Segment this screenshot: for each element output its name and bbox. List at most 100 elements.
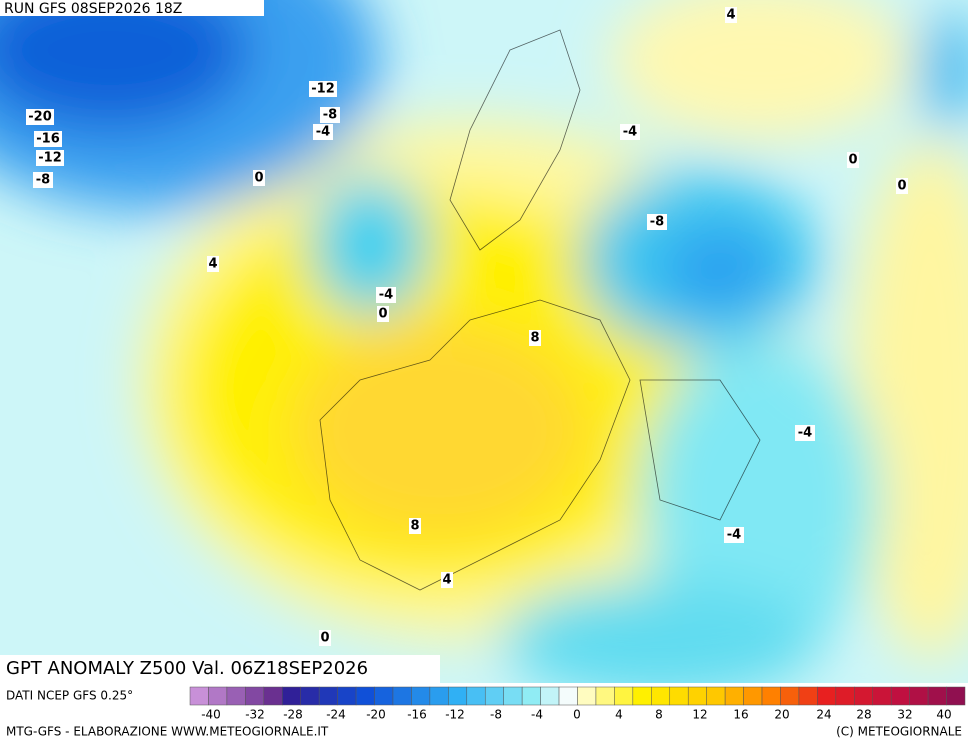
contour-label: 4 (208, 257, 217, 272)
colorbar-label: -12 (445, 708, 465, 722)
colorbar-swatch (577, 686, 597, 706)
colorbar-swatch (411, 686, 431, 706)
colorbar-swatch (300, 686, 320, 706)
colorbar-label: -24 (326, 708, 346, 722)
colorbar-swatch (724, 686, 744, 706)
contour-label: 4 (442, 573, 451, 588)
contour-label-bg (320, 107, 340, 123)
colorbar-swatch (687, 686, 707, 706)
anomaly-field (0, 0, 968, 683)
contour-label-bg (33, 172, 53, 188)
contour-label-bg (26, 109, 54, 125)
colorbar-label: 28 (856, 708, 871, 722)
colorbar-swatch (355, 686, 375, 706)
contour-label-bg (409, 518, 421, 534)
colorbar-swatch (263, 686, 283, 706)
contour-label: 0 (254, 171, 263, 186)
colorbar-swatch (595, 686, 615, 706)
colorbar-swatch (374, 686, 394, 706)
contour-label: -12 (311, 82, 335, 97)
colorbar-swatch (854, 686, 873, 706)
colorbar-label: 0 (573, 708, 581, 722)
contour-label-bg (319, 630, 331, 646)
colorbar-swatch (909, 686, 929, 706)
colorbar-swatch (614, 686, 634, 706)
contour-label: -16 (36, 132, 60, 147)
colorbar-swatch (208, 686, 228, 706)
colorbar-swatch (503, 686, 523, 706)
contour-label-bg (620, 124, 640, 140)
contour-label-bg (253, 170, 265, 186)
contour-label: -4 (798, 426, 812, 441)
contour-label: -20 (28, 110, 52, 125)
contour-label-bg (647, 214, 667, 230)
colorbar-swatch (817, 686, 837, 706)
footer-left: MTG-GFS - ELABORAZIONE WWW.METEOGIORNALE… (6, 725, 329, 739)
contour-label: 0 (378, 307, 387, 322)
colorbar-swatch (651, 686, 671, 706)
contour-label: -4 (727, 528, 741, 543)
colorbar-label: 24 (816, 708, 831, 722)
contour-label-bg (725, 7, 737, 23)
colorbar-swatch (743, 686, 763, 706)
contour-label: -4 (379, 288, 393, 303)
colorbar-label: 20 (774, 708, 789, 722)
contour-label: 4 (726, 8, 735, 23)
colorbar-swatch (872, 686, 892, 706)
colorbar-swatch (282, 686, 301, 706)
colorbar-swatch (558, 686, 578, 706)
colorbar-swatch (484, 686, 504, 706)
colorbar-label: 8 (655, 708, 663, 722)
colorbar-swatch (429, 686, 449, 706)
contour-label-bg (724, 527, 744, 543)
colorbar-swatch (521, 686, 541, 706)
contour-label-bg (896, 178, 908, 194)
colorbar-swatch (318, 686, 338, 706)
contour-label-bg (34, 131, 62, 147)
colorbar-label: 4 (615, 708, 623, 722)
contour-label-bg (529, 330, 541, 346)
contour-label: 8 (410, 519, 419, 534)
colorbar-swatch (392, 686, 412, 706)
colorbar-swatch (761, 686, 781, 706)
colorbar-label: -16 (407, 708, 427, 722)
run-label: RUN GFS 08SEP2026 18Z (4, 1, 182, 17)
contour-label-bg (313, 124, 333, 140)
colorbar-swatch (706, 686, 726, 706)
colorbar-label: -32 (245, 708, 265, 722)
contour-label: -4 (623, 125, 637, 140)
contour-label: -8 (650, 215, 664, 230)
colorbar-label: 32 (897, 708, 912, 722)
colorbar-swatch (780, 686, 800, 706)
footer-right: (C) METEOGIORNALE (836, 725, 962, 739)
contour-label: -12 (38, 151, 62, 166)
colorbar-swatch (927, 686, 947, 706)
colorbar-swatch (946, 686, 966, 706)
contour-label: 8 (530, 331, 539, 346)
colorbar-label: 16 (733, 708, 748, 722)
contour-label: -8 (36, 173, 50, 188)
colorbar-swatch (189, 686, 209, 706)
contour-label: 0 (320, 631, 329, 646)
colorbar-label: -4 (531, 708, 543, 722)
colorbar-swatch (890, 686, 910, 706)
colorbar-swatch (337, 686, 357, 706)
colorbar-swatch (669, 686, 689, 706)
colorbar-swatch (835, 686, 855, 706)
contour-label-bg (207, 256, 219, 272)
colorbar-swatch (632, 686, 652, 706)
colorbar-source: DATI NCEP GFS 0.25° (6, 689, 133, 703)
contour-label-bg (847, 152, 859, 168)
contour-label-bg (36, 150, 64, 166)
colorbar: -40 -32 -28 -24 -20 -16 -12 -8 -4 0 4 8 12 16 20 24 28 32… (189, 686, 966, 722)
colorbar-label: 40 (936, 708, 951, 722)
colorbar-swatch (540, 686, 560, 706)
map-title: GPT ANOMALY Z500 Val. 06Z18SEP2026 (6, 658, 368, 679)
contour-label-bg (795, 425, 815, 441)
contour-label-bg (309, 81, 337, 97)
colorbar-label: 12 (692, 708, 707, 722)
colorbar-swatch (798, 686, 818, 706)
contour-label: -4 (316, 125, 330, 140)
